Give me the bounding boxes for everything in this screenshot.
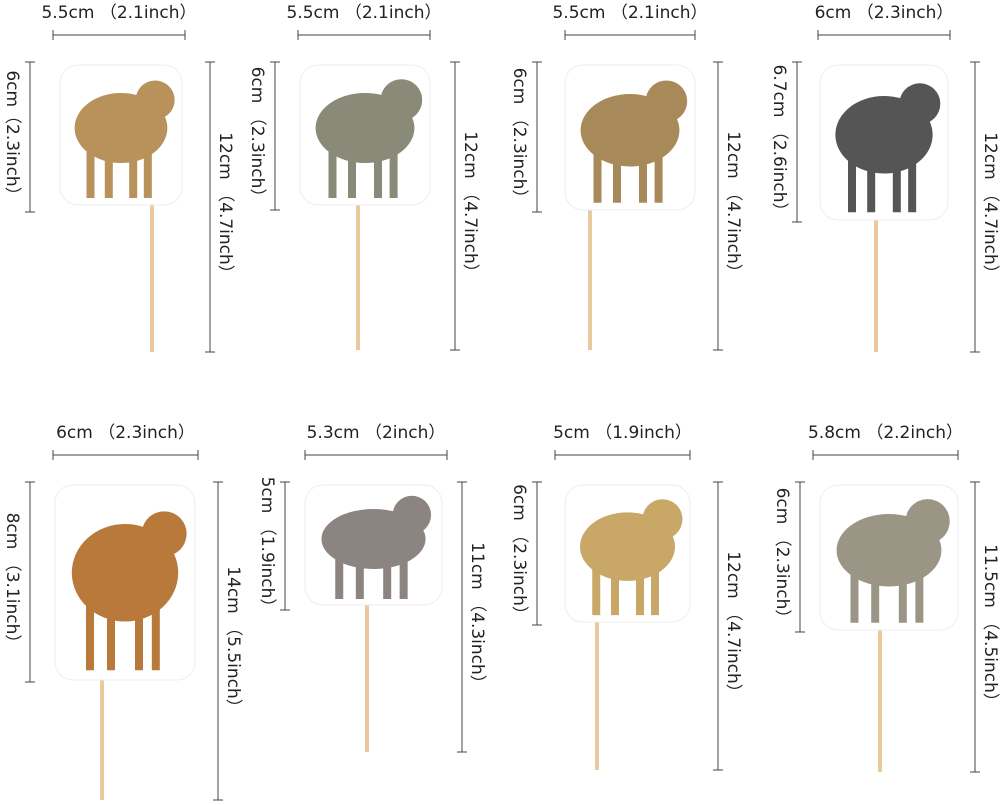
animal-leg <box>399 551 408 599</box>
animal-leg <box>389 142 398 198</box>
animal-leg <box>898 564 907 623</box>
topper-item: 5.8cm （2.2inch） 6cm （2.3inch） 11.5cm （4.5i… <box>772 423 1000 773</box>
animal-leg <box>871 564 880 623</box>
animal-head <box>135 80 175 120</box>
animal-leg <box>636 560 644 616</box>
total-label: 11.5cm （4.5inch） <box>980 544 1000 710</box>
stick <box>874 215 878 352</box>
animal-leg <box>86 592 94 671</box>
width-label: 6cm （2.3inch） <box>56 423 195 443</box>
stick <box>365 600 369 752</box>
animal-leg <box>651 560 659 616</box>
animal-leg <box>654 144 663 203</box>
topper-item: 5.5cm （2.1inch） 6cm（2.3inch） 12cm （4.7inch… <box>2 3 235 353</box>
animal-leg <box>848 150 856 213</box>
animal-leg <box>143 142 152 198</box>
animal-head <box>899 83 941 125</box>
height-label: 6cm （2.3inch） <box>247 67 267 206</box>
width-label: 6cm （2.3inch） <box>815 3 954 23</box>
topper-item: 6cm （2.3inch） 6.7cm （2.6inch） 12cm （4.7inc… <box>769 3 1000 353</box>
animal-leg <box>915 564 924 623</box>
topper-item: 5.5cm （2.1inch） 6cm （2.3inch） 12cm （4.7inc… <box>509 3 743 351</box>
animal-leg <box>335 551 344 599</box>
animal-leg <box>383 551 392 599</box>
width-label: 5.8cm （2.2inch） <box>808 423 963 443</box>
animal-leg <box>151 592 160 671</box>
animal-leg <box>374 142 382 198</box>
animal-leg <box>592 560 601 616</box>
stick <box>878 625 882 772</box>
animal-leg <box>355 551 364 599</box>
animal-leg <box>639 144 647 203</box>
animal-head <box>642 499 683 540</box>
stick <box>100 675 104 800</box>
animal-head <box>141 511 187 557</box>
animal-leg <box>129 142 138 198</box>
topper-item: 5.3cm （2inch） 5cm （1.9inch） 11cm （4.3inch） <box>257 423 487 753</box>
animal-leg <box>328 142 337 198</box>
topper-item: 6cm （2.3inch） 8cm （3.1inch） 14cm （5.5inch） <box>2 423 243 801</box>
total-label: 12cm （4.7inch） <box>215 132 235 282</box>
topper-item: 5cm （1.9inch） 6cm （2.3inch） 12cm （4.7inch） <box>509 423 743 771</box>
animal-leg <box>892 150 901 213</box>
stick <box>356 200 360 350</box>
topper-item: 5.5cm （2.1inch） 6cm （2.3inch） 12cm （4.7inc… <box>247 3 480 351</box>
animal-head <box>905 499 950 544</box>
width-label: 5.5cm （2.1inch） <box>286 3 441 23</box>
animal-head <box>380 79 423 121</box>
total-label: 12cm （4.7inch） <box>723 551 743 701</box>
total-label: 14cm （5.5inch） <box>223 566 243 716</box>
stick <box>595 617 599 770</box>
animal-leg <box>135 592 143 671</box>
height-label: 6cm （2.3inch） <box>509 484 529 623</box>
width-label: 5cm （1.9inch） <box>553 423 692 443</box>
animal-leg <box>593 144 602 203</box>
height-label: 6cm（2.3inch） <box>2 70 22 203</box>
width-label: 5.3cm （2inch） <box>307 423 446 443</box>
total-label: 12cm （4.7inch） <box>460 131 480 281</box>
height-label: 5cm （1.9inch） <box>257 477 277 616</box>
height-label: 6cm （2.3inch） <box>772 488 792 627</box>
height-label: 6cm （2.3inch） <box>509 68 529 207</box>
animal-leg <box>86 142 95 198</box>
animal-leg <box>348 142 356 198</box>
animal-leg <box>107 592 115 671</box>
total-label: 12cm （4.7inch） <box>723 131 743 281</box>
total-label: 11cm （4.3inch） <box>467 542 487 692</box>
animal-leg <box>611 560 619 616</box>
height-label: 6.7cm （2.6inch） <box>769 64 789 219</box>
stick <box>150 200 154 352</box>
total-label: 12cm （4.7inch） <box>980 132 1000 282</box>
animal-leg <box>104 142 113 198</box>
width-label: 5.5cm （2.1inch） <box>41 3 196 23</box>
width-label: 5.5cm （2.1inch） <box>552 3 707 23</box>
stick <box>588 205 592 350</box>
animal-head <box>645 80 688 123</box>
animal-head <box>392 495 432 535</box>
animal-leg <box>908 150 917 213</box>
animal-leg <box>850 564 859 623</box>
animal-leg <box>867 150 876 213</box>
animal-leg <box>613 144 621 203</box>
height-label: 8cm （3.1inch） <box>2 513 22 652</box>
